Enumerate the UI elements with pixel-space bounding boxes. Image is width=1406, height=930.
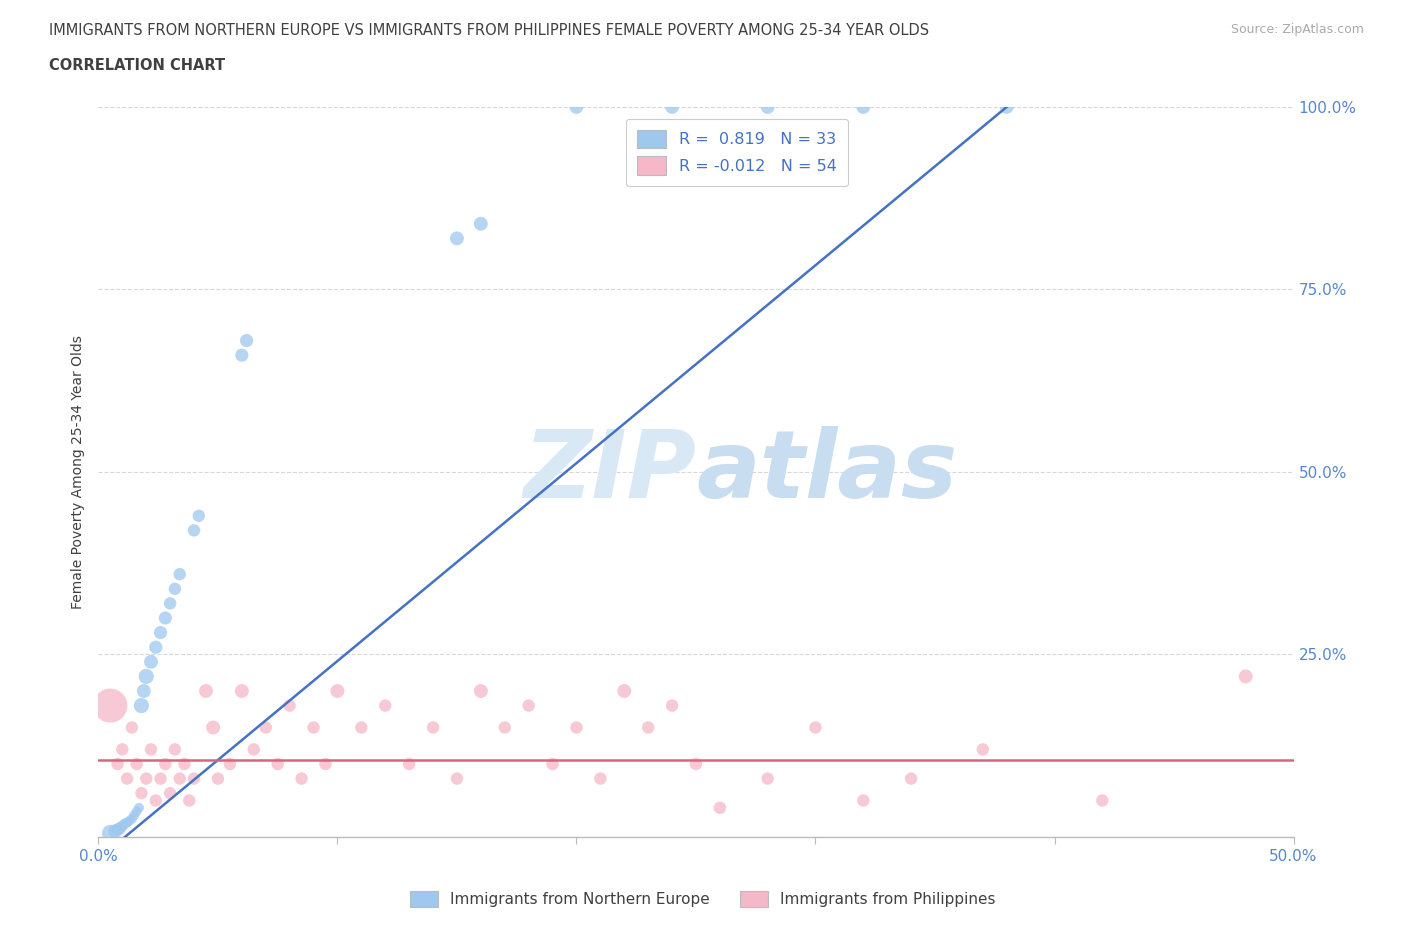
Point bbox=[125, 804, 148, 819]
Point bbox=[804, 720, 827, 735]
Point bbox=[121, 720, 143, 735]
Point bbox=[565, 720, 588, 735]
Point bbox=[121, 811, 143, 826]
Point bbox=[195, 684, 218, 698]
Point bbox=[398, 757, 420, 772]
Point bbox=[661, 698, 683, 713]
Point bbox=[131, 698, 153, 713]
Point bbox=[470, 684, 492, 698]
Point bbox=[139, 742, 162, 757]
Point bbox=[231, 684, 253, 698]
Point bbox=[278, 698, 301, 713]
Point bbox=[685, 757, 707, 772]
Point bbox=[446, 771, 468, 786]
Point bbox=[235, 333, 257, 348]
Point bbox=[900, 771, 922, 786]
Point bbox=[159, 786, 181, 801]
Point bbox=[135, 771, 157, 786]
Point bbox=[637, 720, 659, 735]
Point bbox=[446, 231, 468, 246]
Point bbox=[231, 348, 253, 363]
Point bbox=[183, 771, 205, 786]
Text: IMMIGRANTS FROM NORTHERN EUROPE VS IMMIGRANTS FROM PHILIPPINES FEMALE POVERTY AM: IMMIGRANTS FROM NORTHERN EUROPE VS IMMIG… bbox=[49, 23, 929, 38]
Point bbox=[169, 771, 191, 786]
Point bbox=[104, 824, 127, 839]
Point bbox=[179, 793, 201, 808]
Point bbox=[254, 720, 277, 735]
Point bbox=[118, 814, 141, 829]
Text: ZIP: ZIP bbox=[523, 426, 696, 518]
Point bbox=[517, 698, 540, 713]
Point bbox=[111, 742, 134, 757]
Point bbox=[302, 720, 325, 735]
Point bbox=[115, 815, 138, 830]
Point bbox=[131, 786, 153, 801]
Point bbox=[541, 757, 564, 772]
Point bbox=[709, 801, 731, 816]
Point bbox=[173, 757, 195, 772]
Point bbox=[756, 100, 779, 114]
Point bbox=[132, 684, 155, 698]
Legend: Immigrants from Northern Europe, Immigrants from Philippines: Immigrants from Northern Europe, Immigra… bbox=[405, 884, 1001, 913]
Point bbox=[350, 720, 373, 735]
Point bbox=[219, 757, 242, 772]
Point bbox=[163, 742, 186, 757]
Point bbox=[267, 757, 290, 772]
Point bbox=[852, 100, 875, 114]
Point bbox=[202, 720, 225, 735]
Point bbox=[972, 742, 994, 757]
Point bbox=[243, 742, 266, 757]
Point bbox=[852, 793, 875, 808]
Point bbox=[115, 771, 138, 786]
Point bbox=[470, 217, 492, 232]
Y-axis label: Female Poverty Among 25-34 Year Olds: Female Poverty Among 25-34 Year Olds bbox=[72, 335, 86, 609]
Point bbox=[756, 771, 779, 786]
Point bbox=[315, 757, 337, 772]
Point bbox=[995, 100, 1018, 114]
Point bbox=[661, 100, 683, 114]
Point bbox=[128, 801, 150, 816]
Point bbox=[169, 566, 191, 581]
Point bbox=[145, 640, 167, 655]
Point bbox=[139, 655, 162, 670]
Point bbox=[124, 807, 146, 822]
Point bbox=[187, 509, 209, 524]
Point bbox=[163, 581, 186, 596]
Point bbox=[108, 821, 131, 836]
Point bbox=[135, 669, 157, 684]
Point bbox=[107, 757, 129, 772]
Point bbox=[114, 817, 136, 831]
Point bbox=[326, 684, 349, 698]
Point bbox=[1091, 793, 1114, 808]
Text: CORRELATION CHART: CORRELATION CHART bbox=[49, 58, 225, 73]
Point bbox=[149, 771, 172, 786]
Point bbox=[149, 625, 172, 640]
Point bbox=[155, 611, 177, 626]
Point bbox=[207, 771, 229, 786]
Point bbox=[565, 100, 588, 114]
Point bbox=[98, 826, 122, 841]
Text: atlas: atlas bbox=[696, 426, 957, 518]
Point bbox=[494, 720, 516, 735]
Point bbox=[98, 698, 122, 713]
Point bbox=[1234, 669, 1257, 684]
Legend: R =  0.819   N = 33, R = -0.012   N = 54: R = 0.819 N = 33, R = -0.012 N = 54 bbox=[626, 119, 848, 186]
Point bbox=[291, 771, 314, 786]
Point bbox=[613, 684, 636, 698]
Point bbox=[159, 596, 181, 611]
Point bbox=[107, 822, 129, 837]
Point bbox=[589, 771, 612, 786]
Point bbox=[422, 720, 444, 735]
Point bbox=[111, 818, 134, 833]
Point bbox=[374, 698, 396, 713]
Point bbox=[145, 793, 167, 808]
Text: Source: ZipAtlas.com: Source: ZipAtlas.com bbox=[1230, 23, 1364, 36]
Point bbox=[183, 523, 205, 538]
Point bbox=[125, 757, 148, 772]
Point bbox=[155, 757, 177, 772]
